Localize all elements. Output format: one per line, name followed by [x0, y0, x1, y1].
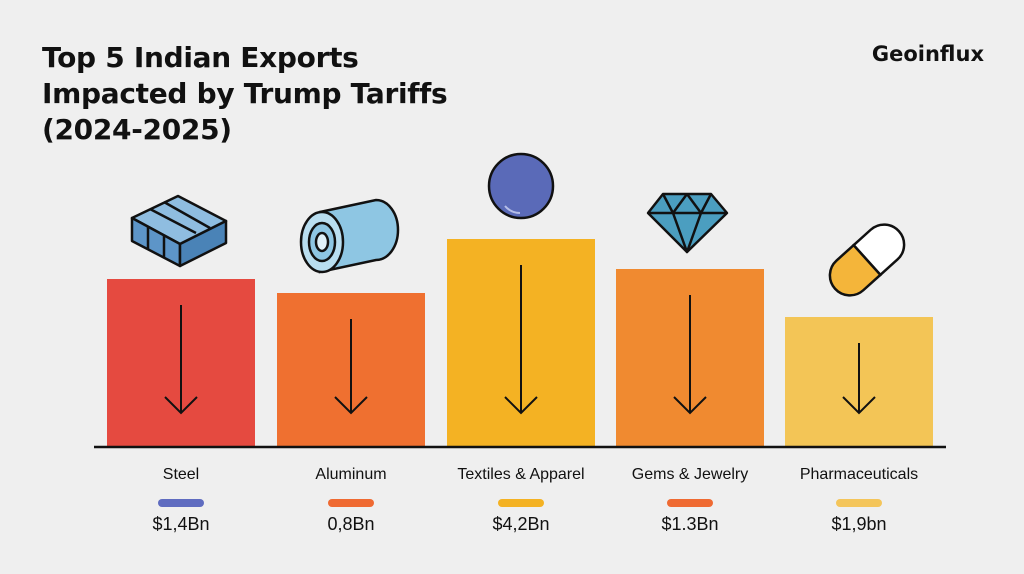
category-label: Gems & Jewelry	[631, 466, 749, 483]
title-line-3: (2024-2025)	[42, 113, 232, 146]
category-label: Pharmaceuticals	[799, 466, 919, 483]
down-arrow-icon	[842, 396, 876, 415]
color-swatch	[836, 499, 882, 507]
down-arrow-icon	[334, 396, 368, 415]
title-line-2: Impacted by Trump Tariffs	[42, 77, 448, 110]
textile-ball-icon	[487, 152, 555, 220]
title-line-1: Top 5 Indian Exports	[42, 41, 359, 74]
color-swatch	[498, 499, 544, 507]
steel-ingot-icon	[130, 194, 228, 268]
category-label: Steel	[162, 466, 200, 483]
value-label: $4,2Bn	[492, 514, 550, 534]
value-label: $1,9bn	[831, 514, 887, 534]
category-label: Textiles & Apparel	[457, 466, 585, 483]
color-swatch	[328, 499, 374, 507]
color-swatch	[158, 499, 204, 507]
brand-logo: Geoinflux	[871, 42, 984, 66]
value-label: 0,8Bn	[327, 514, 375, 534]
color-swatch	[667, 499, 713, 507]
category-label: Aluminum	[315, 466, 387, 483]
pill-capsule-icon	[828, 223, 906, 297]
aluminum-roll-icon	[299, 198, 400, 274]
value-label: $1,4Bn	[152, 514, 210, 534]
chart-title: Top 5 Indian Exports Impacted by Trump T…	[42, 40, 448, 148]
value-label: $1.3Bn	[661, 514, 719, 534]
down-arrow-icon	[504, 396, 538, 415]
down-arrow-icon	[164, 396, 198, 415]
down-arrow-icon	[673, 396, 707, 415]
diamond-icon	[646, 192, 729, 254]
